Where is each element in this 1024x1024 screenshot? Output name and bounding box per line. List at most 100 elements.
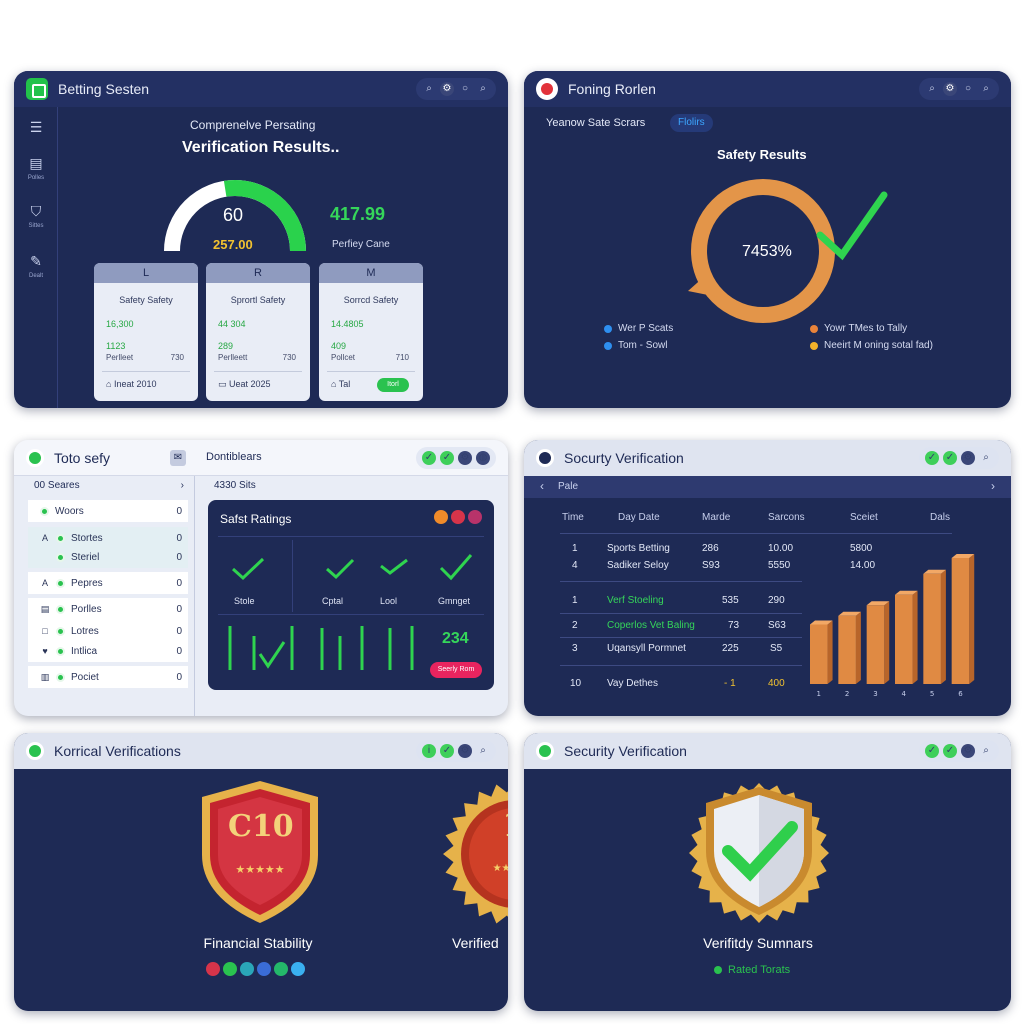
- column-header[interactable]: Day Date: [618, 512, 660, 523]
- check-icon[interactable]: ✓: [925, 744, 939, 758]
- search-icon[interactable]: ⌕: [480, 745, 486, 756]
- card-action-button[interactable]: Itorl: [377, 378, 409, 392]
- table-cell: 10.00: [768, 543, 794, 554]
- x-tick-label: 4: [902, 690, 907, 698]
- list-item[interactable]: Woors 0: [28, 500, 188, 522]
- hamburger-menu-icon[interactable]: ☰: [29, 119, 43, 135]
- status-dot-icon: [56, 672, 65, 682]
- metric-card-m[interactable]: M Sorrcd Safety 14.4805 409 Pollcet 710 …: [319, 263, 423, 401]
- check-icon-2[interactable]: ✓: [943, 451, 957, 465]
- table-cell: Sadiker Seloy: [607, 560, 669, 571]
- settings-icon[interactable]: ⚙: [458, 451, 472, 465]
- scores-header[interactable]: 00 Seares ›: [34, 480, 184, 491]
- social-icon-red[interactable]: [206, 962, 220, 976]
- settings-icon[interactable]: ⚙: [440, 82, 454, 96]
- settings-icon[interactable]: ⚙: [943, 82, 957, 96]
- metric-card-l[interactable]: L Safety Safety 16,300 1123 Perlleet 730…: [94, 263, 198, 401]
- search-icon-2[interactable]: ⌕: [480, 83, 486, 94]
- column-header[interactable]: Time: [562, 512, 584, 523]
- list-item[interactable]: ▤ Porlles 0: [28, 598, 188, 620]
- social-icon-blue[interactable]: [257, 962, 271, 976]
- financial-shield-badge: ★★★★★: [202, 781, 318, 923]
- settings-icon[interactable]: ⚙: [961, 451, 975, 465]
- bar[interactable]: [838, 615, 856, 684]
- notification-icon[interactable]: ○: [964, 83, 972, 94]
- list-item[interactable]: ♥ Intlica 0: [28, 640, 188, 662]
- chevron-right-icon[interactable]: ›: [991, 479, 995, 493]
- orange-dot-icon[interactable]: [434, 510, 448, 524]
- red-dot-icon[interactable]: [451, 510, 465, 524]
- ratings-title: Safst Ratings: [220, 512, 292, 526]
- panel5-toolbar: i ✓ ⚙ ⌕: [416, 740, 496, 762]
- activity-bars: [228, 626, 414, 670]
- filter-tag[interactable]: Flolirs: [670, 114, 713, 132]
- check-icon[interactable]: ✓: [925, 451, 939, 465]
- list-item[interactable]: A Stortes 0: [28, 527, 188, 549]
- sits-label: 4330 Sits: [214, 480, 256, 491]
- bar[interactable]: [895, 594, 913, 684]
- bar[interactable]: [951, 558, 970, 684]
- search-icon[interactable]: ⌕: [983, 452, 989, 463]
- sidebar-item-dealt[interactable]: ✎ Dealt: [14, 253, 58, 279]
- table-cell: 4: [572, 560, 578, 571]
- table-cell: 290: [768, 595, 785, 606]
- card-divider: [214, 371, 302, 372]
- list-item[interactable]: Steriel 0: [28, 546, 188, 568]
- settings-icon[interactable]: ⚙: [458, 744, 472, 758]
- mail-icon[interactable]: ✉: [170, 450, 186, 466]
- sidebar-item-sittes[interactable]: ⛉ Sittes: [14, 203, 58, 229]
- badge2-label: Verified Summary: [452, 935, 500, 951]
- sidebar-item-label: Sittes: [28, 223, 44, 229]
- panel1-titlebar: Betting Sesten ⌕ ⚙ ○ ⌕: [14, 71, 508, 107]
- social-icon-lightblue[interactable]: [291, 962, 305, 976]
- card-label: Pollcet: [331, 353, 356, 362]
- bar-top: [810, 620, 833, 625]
- settings-icon[interactable]: ⚙: [961, 744, 975, 758]
- bar-side: [827, 620, 833, 684]
- column-header[interactable]: Sarcons: [768, 512, 805, 523]
- card-value: 44 304: [218, 319, 246, 329]
- list-item-label: Porlles: [71, 603, 102, 615]
- panel4-title: Socurty Verification: [564, 450, 684, 466]
- list-item-prefix: A: [41, 533, 48, 543]
- card-name: Safety Safety: [119, 295, 173, 305]
- column-header[interactable]: Sceiet: [850, 512, 878, 523]
- list-item[interactable]: ▥ Pociet 0: [28, 666, 188, 688]
- list-item-prefix: A: [41, 578, 48, 588]
- check-icon[interactable]: ✓: [440, 744, 454, 758]
- check-icon-2[interactable]: ✓: [440, 451, 454, 465]
- card-divider: [327, 371, 415, 372]
- chevron-left-icon[interactable]: ‹: [540, 479, 544, 493]
- social-icon-green[interactable]: [223, 962, 237, 976]
- pink-action-button[interactable]: Seerly Rom: [430, 662, 482, 678]
- search-icon[interactable]: ⌕: [929, 83, 935, 94]
- search-icon[interactable]: ⌕: [426, 83, 432, 94]
- search-icon[interactable]: ⌕: [983, 745, 989, 756]
- globe-icon[interactable]: ◍: [476, 451, 490, 465]
- sidebar-item-polles[interactable]: ▤ Polles: [14, 155, 58, 181]
- social-icon-teal[interactable]: [240, 962, 254, 976]
- info-icon[interactable]: i: [422, 744, 436, 758]
- list-item[interactable]: A Pepres 0: [28, 572, 188, 594]
- search-icon-2[interactable]: ⌕: [983, 83, 989, 94]
- check-icon-2[interactable]: ✓: [943, 744, 957, 758]
- table-cell: 5800: [850, 543, 873, 554]
- list-item-prefix: ▥: [40, 671, 50, 682]
- pink-dot-icon[interactable]: [468, 510, 482, 524]
- metric-card-r[interactable]: R Sprortl Safety 44 304 289 Perlleett 73…: [206, 263, 310, 401]
- table-cell: S63: [768, 620, 786, 631]
- column-header[interactable]: Dals: [930, 512, 951, 523]
- panel3-toolbar: ✓ ✓ ⚙ ◍: [416, 447, 496, 469]
- legend-item: Tom - Sowl: [604, 340, 667, 351]
- column-header[interactable]: Marde: [702, 512, 731, 523]
- social-icon-green-2[interactable]: [274, 962, 288, 976]
- check-icon[interactable]: ✓: [422, 451, 436, 465]
- bar[interactable]: [923, 573, 941, 684]
- list-item-label: Woors: [55, 505, 84, 517]
- bar[interactable]: [810, 624, 828, 685]
- panel2-toolbar: ⌕ ⚙ ○ ⌕: [919, 78, 999, 100]
- list-item[interactable]: □ Lotres 0: [28, 620, 188, 642]
- bar[interactable]: [866, 605, 885, 684]
- notification-icon[interactable]: ○: [461, 83, 469, 94]
- ratings-divider-top: [218, 536, 484, 537]
